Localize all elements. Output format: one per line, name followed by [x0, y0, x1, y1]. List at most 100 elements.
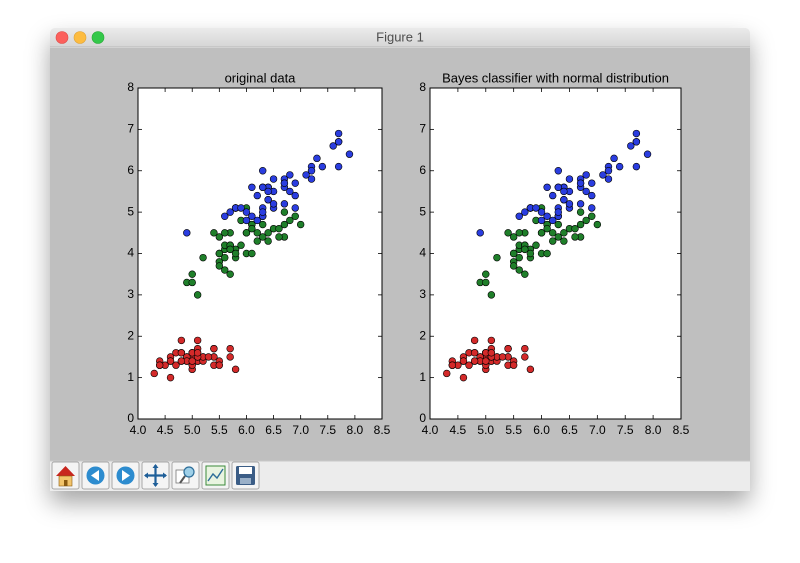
scatter-point: [210, 344, 218, 353]
scatter-point: [543, 183, 551, 192]
scatter-point: [521, 245, 529, 254]
scatter-point: [554, 220, 562, 229]
scatter-point: [221, 266, 229, 274]
scatter-point: [560, 237, 568, 245]
scatter-point: [166, 357, 175, 365]
scatter-point: [459, 373, 468, 382]
scatter-point: [487, 349, 496, 357]
scatter-point: [615, 162, 624, 171]
x-tick-label: 4.0: [130, 423, 147, 437]
x-tick-label: 6.0: [533, 423, 550, 437]
home-button[interactable]: [51, 461, 80, 490]
scatter-point: [302, 171, 310, 179]
scatter-point: [554, 233, 562, 241]
scatter-point: [253, 237, 261, 245]
back-button[interactable]: [81, 461, 110, 490]
scatter-point: [604, 175, 613, 183]
scatter-point: [515, 253, 523, 262]
scatter-point: [253, 229, 261, 237]
scatter-point: [296, 220, 305, 229]
scatter-point: [515, 229, 523, 237]
scatter-point: [318, 162, 327, 171]
scatter-point: [242, 216, 251, 225]
scatter-point: [253, 216, 261, 225]
zoom-button[interactable]: [91, 31, 105, 44]
scatter-point: [549, 191, 557, 200]
scatter-point: [334, 162, 343, 171]
scatter-point: [329, 142, 337, 150]
scatter-point: [487, 336, 496, 345]
scatter-point: [345, 150, 354, 158]
scatter-point: [275, 224, 283, 233]
scatter-point: [199, 253, 207, 262]
scatter-point: [188, 270, 196, 278]
scatter-point: [588, 191, 596, 200]
close-button[interactable]: [55, 31, 69, 44]
scatter-point: [543, 212, 551, 220]
scatter-point: [521, 208, 529, 216]
scatter-point: [509, 361, 518, 369]
x-tick-label: 7.5: [319, 423, 336, 437]
scatter-point: [275, 233, 283, 241]
x-tick-label: 4.5: [157, 423, 174, 437]
scatter-point: [582, 171, 590, 179]
x-tick-label: 5.0: [477, 423, 494, 437]
scatter-point: [588, 179, 596, 187]
plot-frame: [137, 87, 383, 420]
y-tick-label: 5: [127, 204, 134, 218]
scatter-point: [269, 175, 278, 183]
scatter-point: [482, 270, 490, 278]
y-tick-label: 0: [419, 411, 426, 425]
scatter-point: [307, 175, 316, 183]
scatter-point: [231, 365, 240, 374]
scatter-point: [470, 349, 479, 357]
y-tick-label: 0: [127, 411, 134, 425]
scatter-point: [291, 212, 299, 220]
scatter-point: [183, 229, 191, 237]
scatter-point: [470, 336, 479, 345]
scatter-point: [253, 191, 261, 200]
scatter-point: [286, 216, 294, 225]
scatter-point: [521, 344, 529, 353]
scatter-point: [259, 167, 267, 175]
chart-title: Bayes classifier with normal distributio…: [442, 70, 669, 85]
scatter-point: [543, 249, 551, 258]
x-tick-label: 6.5: [561, 423, 578, 437]
y-tick-label: 6: [419, 163, 426, 177]
scatter-point: [509, 233, 518, 241]
y-tick-label: 8: [127, 80, 134, 94]
zoom-rect-button[interactable]: [171, 461, 200, 490]
scatter-point: [193, 291, 202, 299]
y-tick-label: 2: [127, 328, 134, 342]
scatter-point: [226, 344, 234, 353]
minimize-button[interactable]: [73, 31, 87, 44]
scatter-point: [643, 150, 652, 158]
x-tick-label: 4.5: [450, 423, 467, 437]
scatter-point: [280, 200, 289, 208]
y-tick-label: 4: [127, 246, 134, 260]
x-tick-label: 7.0: [292, 423, 309, 437]
scatter-point: [334, 138, 343, 146]
plot-frame: [429, 87, 682, 420]
scatter-point: [504, 344, 512, 353]
scatter-point: [280, 208, 289, 216]
subplots-button[interactable]: [201, 461, 230, 490]
scatter-point: [554, 208, 562, 216]
scatter-point: [526, 249, 535, 258]
y-tick-label: 4: [419, 246, 426, 260]
y-tick-label: 7: [127, 122, 134, 136]
scatter-point: [226, 245, 234, 254]
scatter-point: [509, 249, 518, 258]
forward-button[interactable]: [111, 461, 140, 490]
scatter-point: [593, 220, 602, 229]
y-tick-label: 2: [419, 328, 426, 342]
scatter-point: [571, 224, 579, 233]
pan-button[interactable]: [141, 461, 170, 490]
scatter-point: [565, 200, 574, 208]
scatter-point: [155, 361, 164, 369]
scatter-point: [532, 241, 540, 249]
y-tick-label: 7: [419, 122, 426, 136]
x-tick-label: 5.0: [184, 423, 201, 437]
save-button[interactable]: [231, 461, 260, 490]
